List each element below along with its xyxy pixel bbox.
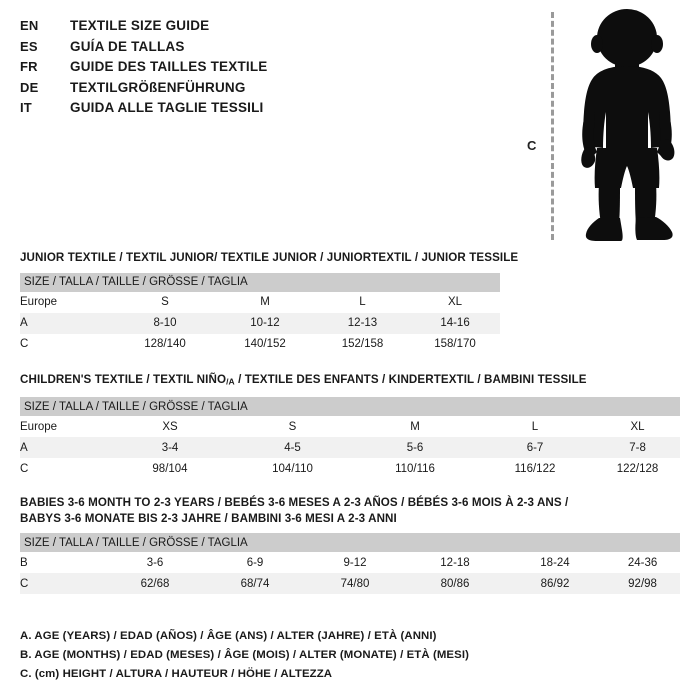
table-cell: 10-12 bbox=[215, 312, 315, 334]
table-cell: 140/152 bbox=[244, 338, 286, 350]
legend-line-1: A. AGE (YEARS) / EDAD (AÑOS) / ÂGE (ANS)… bbox=[20, 630, 437, 642]
table-cell: 62/68 bbox=[105, 573, 205, 594]
row-label: C bbox=[20, 462, 29, 475]
row-label: A bbox=[20, 437, 110, 459]
table-cell: 8-10 bbox=[115, 312, 215, 334]
size-figure: C bbox=[515, 8, 695, 243]
section-junior: JUNIOR TEXTILE / TEXTIL JUNIOR/ TEXTILE … bbox=[20, 250, 518, 355]
child-silhouette-icon bbox=[581, 9, 675, 241]
table-row: A 8-10 10-12 12-13 14-16 bbox=[20, 312, 501, 334]
language-code: IT bbox=[20, 100, 32, 115]
row-label: C bbox=[20, 338, 29, 350]
row-label: C bbox=[20, 573, 105, 594]
table-cell: 68/74 bbox=[205, 573, 305, 594]
size-band-row: SIZE / TALLA / TAILLE / GRÖSSE / TAGLIA bbox=[20, 533, 681, 552]
table-cell: 3-4 bbox=[110, 437, 230, 459]
legend-line-3: C. (cm) HEIGHT / ALTURA / HAUTEUR / HÖHE… bbox=[20, 668, 333, 680]
section-babies-title-line1: BABIES 3-6 MONTH TO 2-3 YEARS / BEBÉS 3-… bbox=[20, 496, 569, 509]
section-babies-title-line2: BABYS 3-6 MONATE BIS 2-3 JAHRE / BAMBINI… bbox=[20, 511, 397, 525]
table-cell: 12-18 bbox=[440, 556, 470, 569]
size-band-row: SIZE / TALLA / TAILLE / GRÖSSE / TAGLIA bbox=[20, 272, 501, 292]
section-children-title: CHILDREN'S TEXTILE / TEXTIL NIÑO/A / TEX… bbox=[20, 372, 680, 390]
language-code: DE bbox=[20, 79, 39, 95]
table-cell: 116/122 bbox=[514, 462, 556, 475]
table-cell: 5-6 bbox=[355, 437, 475, 459]
language-guide-title: GUIDA ALLE TAGLIE TESSILI bbox=[70, 100, 264, 115]
size-band-label: SIZE / TALLA / TAILLE / GRÖSSE / TAGLIA bbox=[20, 533, 681, 552]
language-row-es: ES GUÍA DE TALLAS bbox=[20, 39, 500, 60]
table-cell: 24-36 bbox=[627, 556, 658, 569]
table-cell: 74/80 bbox=[305, 573, 405, 594]
row-label: B bbox=[20, 556, 28, 569]
section-children-title-rest: / TEXTILE DES ENFANTS / KINDERTEXTIL / B… bbox=[234, 373, 587, 386]
table-cell: XL bbox=[447, 296, 463, 308]
language-code: FR bbox=[20, 59, 38, 74]
table-cell: L bbox=[359, 296, 366, 308]
table-cell: 3-6 bbox=[146, 556, 164, 569]
babies-size-table: SIZE / TALLA / TAILLE / GRÖSSE / TAGLIA B… bbox=[20, 533, 681, 594]
table-cell: 158/170 bbox=[434, 338, 476, 350]
legend-block: A. AGE (YEARS) / EDAD (AÑOS) / ÂGE (ANS)… bbox=[20, 627, 620, 684]
section-babies: BABIES 3-6 MONTH TO 2-3 YEARS / BEBÉS 3-… bbox=[20, 495, 681, 594]
language-guide-title: TEXTILE SIZE GUIDE bbox=[70, 18, 210, 33]
table-cell: 104/110 bbox=[272, 462, 313, 475]
table-cell: L bbox=[531, 420, 539, 433]
table-row: C 98/104 104/110 110/116 116/122 122/128 bbox=[20, 458, 680, 479]
row-label: Europe bbox=[20, 420, 58, 433]
section-children-title-sub: /A bbox=[226, 376, 235, 387]
table-cell: 98/104 bbox=[152, 462, 188, 475]
language-title-list: EN TEXTILE SIZE GUIDE ES GUÍA DE TALLAS FR GU… bbox=[20, 18, 500, 121]
section-children: CHILDREN'S TEXTILE / TEXTIL NIÑO/A / TEX… bbox=[20, 372, 681, 479]
children-size-table: SIZE / TALLA / TAILLE / GRÖSSE / TAGLIA E… bbox=[20, 397, 681, 479]
table-row: A 3-4 4-5 5-6 6-7 7-8 bbox=[20, 437, 681, 459]
table-cell: 4-5 bbox=[230, 437, 355, 459]
table-cell: 152/158 bbox=[341, 338, 384, 350]
table-cell: 18-24 bbox=[540, 556, 570, 569]
table-cell: 86/92 bbox=[505, 573, 605, 594]
language-guide-title: GUIDE DES TAILLES TEXTILE bbox=[70, 59, 268, 74]
table-cell: 12-13 bbox=[315, 312, 410, 334]
language-row-de: DE TEXTILGRÖßENFÜHRUNG bbox=[20, 80, 500, 101]
height-measure-label: C bbox=[527, 138, 537, 153]
table-cell: 80/86 bbox=[405, 573, 505, 594]
section-junior-title: JUNIOR TEXTILE / TEXTIL JUNIOR/ TEXTILE … bbox=[20, 251, 519, 264]
table-cell: XL bbox=[630, 420, 645, 433]
table-cell: M bbox=[260, 296, 270, 308]
language-guide-title: GUÍA DE TALLAS bbox=[70, 38, 185, 54]
section-children-title-main: CHILDREN'S TEXTILE / TEXTIL NIÑO bbox=[20, 373, 227, 386]
language-row-it: IT GUIDA ALLE TAGLIE TESSILI bbox=[20, 100, 500, 121]
table-row: C 62/68 68/74 74/80 80/86 86/92 92/98 bbox=[20, 573, 681, 594]
language-row-en: EN TEXTILE SIZE GUIDE bbox=[20, 18, 500, 39]
row-label: Europe bbox=[20, 296, 58, 308]
table-row: C 128/140 140/152 152/158 158/170 bbox=[20, 334, 500, 355]
table-cell: S bbox=[288, 420, 297, 433]
table-row: Europe XS S M L XL bbox=[20, 416, 680, 437]
table-cell: 122/128 bbox=[616, 462, 659, 475]
table-cell: 128/140 bbox=[144, 338, 186, 350]
legend-line-2: B. AGE (MONTHS) / EDAD (MESES) / ÂGE (MO… bbox=[20, 649, 469, 661]
size-band-label: SIZE / TALLA / TAILLE / GRÖSSE / TAGLIA bbox=[20, 272, 501, 292]
row-label: A bbox=[20, 312, 115, 334]
height-dashed-line bbox=[551, 12, 554, 240]
table-cell: 6-7 bbox=[475, 437, 595, 459]
size-band-label: SIZE / TALLA / TAILLE / GRÖSSE / TAGLIA bbox=[20, 397, 681, 417]
table-cell: 14-16 bbox=[410, 312, 501, 334]
table-cell: 6-9 bbox=[246, 556, 264, 569]
table-cell: 9-12 bbox=[343, 556, 367, 569]
table-cell: S bbox=[161, 296, 169, 308]
table-cell: 7-8 bbox=[595, 437, 681, 459]
size-band-row: SIZE / TALLA / TAILLE / GRÖSSE / TAGLIA bbox=[20, 397, 681, 417]
table-cell: M bbox=[410, 420, 420, 433]
table-cell: 92/98 bbox=[605, 573, 681, 594]
language-code: EN bbox=[20, 18, 39, 33]
table-cell: XS bbox=[162, 420, 178, 433]
language-guide-title: TEXTILGRÖßENFÜHRUNG bbox=[70, 79, 246, 95]
table-cell: 110/116 bbox=[395, 462, 435, 475]
language-row-fr: FR GUIDE DES TAILLES TEXTILE bbox=[20, 59, 500, 80]
junior-size-table: SIZE / TALLA / TAILLE / GRÖSSE / TAGLIA E… bbox=[20, 272, 501, 355]
table-row: B 3-6 6-9 9-12 12-18 18-24 24-36 bbox=[20, 552, 680, 573]
language-code: ES bbox=[20, 38, 38, 54]
table-row: Europe S M L XL bbox=[20, 292, 500, 313]
